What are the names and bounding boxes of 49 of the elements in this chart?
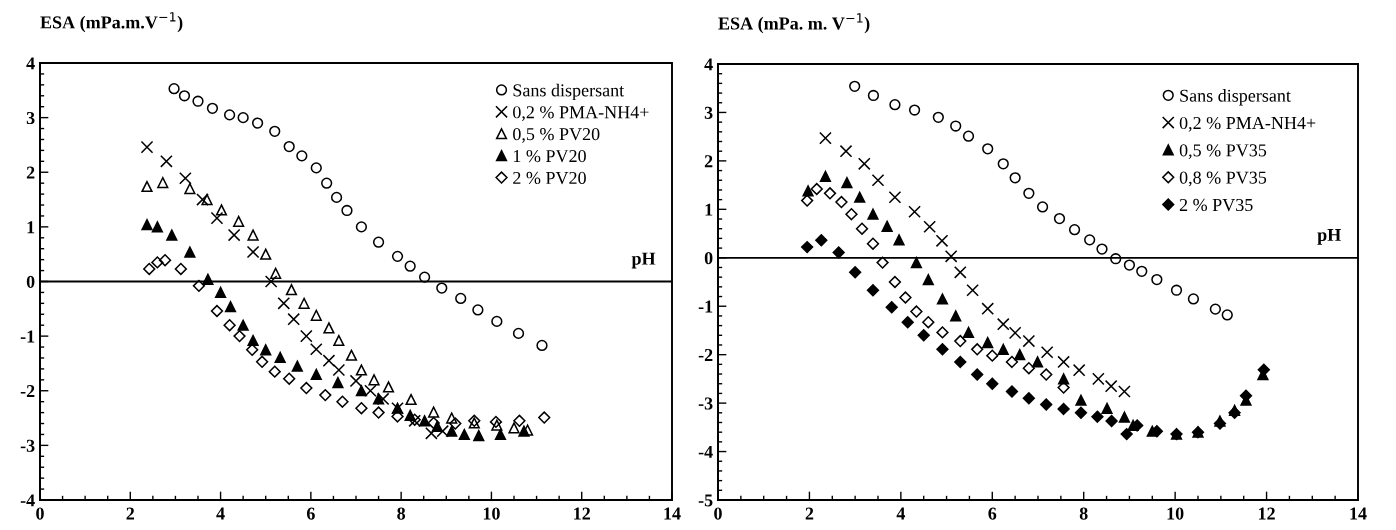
x-tick-label: 2	[805, 507, 814, 520]
y-tick-label: 4	[704, 58, 713, 71]
y-tick-label: -5	[698, 494, 713, 507]
y-tick-label: 2	[26, 166, 35, 179]
legend-label: 0,5 % PV20	[513, 128, 600, 143]
legend-label: Sans dispersant	[513, 83, 625, 101]
x-tick-label: 14	[664, 507, 681, 520]
y-tick-label: 1	[705, 203, 713, 216]
y-axis-title: ESA (mPa. m. V$^{−1}$)	[718, 13, 870, 34]
x-tick-label: 12	[1258, 507, 1275, 520]
x-axis-title: pH	[1317, 229, 1341, 245]
y-tick-label: -4	[698, 445, 713, 458]
x-tick-label: 8	[397, 507, 406, 520]
legend-label: 0,8 % PV35	[1179, 171, 1267, 187]
legend-label: 2 % PV20	[513, 171, 586, 185]
y-axis-title: ESA (mPa.m.V$^{−1}$)	[40, 12, 183, 33]
x-tick-label: 8	[1079, 507, 1088, 520]
y-tick-label: -1	[698, 300, 713, 313]
x-tick-label: 14	[1350, 507, 1367, 520]
x-tick-label: 6	[988, 507, 997, 520]
y-tick-label: -2	[20, 385, 35, 398]
y-tick-label: -4	[20, 494, 35, 507]
y-tick-label: -3	[20, 439, 35, 452]
y-tick-label: 0	[26, 275, 35, 288]
y-tick-label: 1	[27, 221, 35, 234]
y-tick-label: -2	[698, 348, 713, 361]
legend-label: 0,2 % PMA-NH4+	[513, 106, 649, 121]
y-tick-label: 4	[26, 57, 35, 70]
legend-label: 2 % PV35	[1179, 198, 1253, 212]
y-tick-label: 2	[704, 155, 713, 168]
y-tick-label: -3	[698, 397, 713, 410]
x-axis-title: pH	[631, 252, 656, 269]
x-tick-label: 4	[896, 507, 906, 520]
legend-label: 0,2 % PMA-NH4+	[1179, 116, 1316, 132]
x-tick-label: 0	[36, 507, 44, 520]
x-tick-label: 4	[216, 507, 225, 520]
x-tick-label: 2	[126, 507, 135, 520]
x-tick-label: 12	[574, 507, 590, 520]
y-tick-label: -1	[20, 330, 35, 343]
y-tick-label: 0	[704, 252, 713, 265]
legend-label: 1 % PV20	[513, 149, 586, 163]
legend-label: 0,5 % PV35	[1179, 144, 1267, 160]
x-tick-label: 10	[1167, 507, 1184, 520]
x-tick-label: 10	[483, 507, 500, 520]
y-tick-label: 3	[704, 106, 713, 119]
x-tick-label: 0	[714, 507, 722, 520]
y-tick-label: 3	[26, 111, 35, 125]
x-tick-label: 6	[306, 507, 315, 520]
legend-label: Sans dispersant	[1180, 89, 1291, 106]
